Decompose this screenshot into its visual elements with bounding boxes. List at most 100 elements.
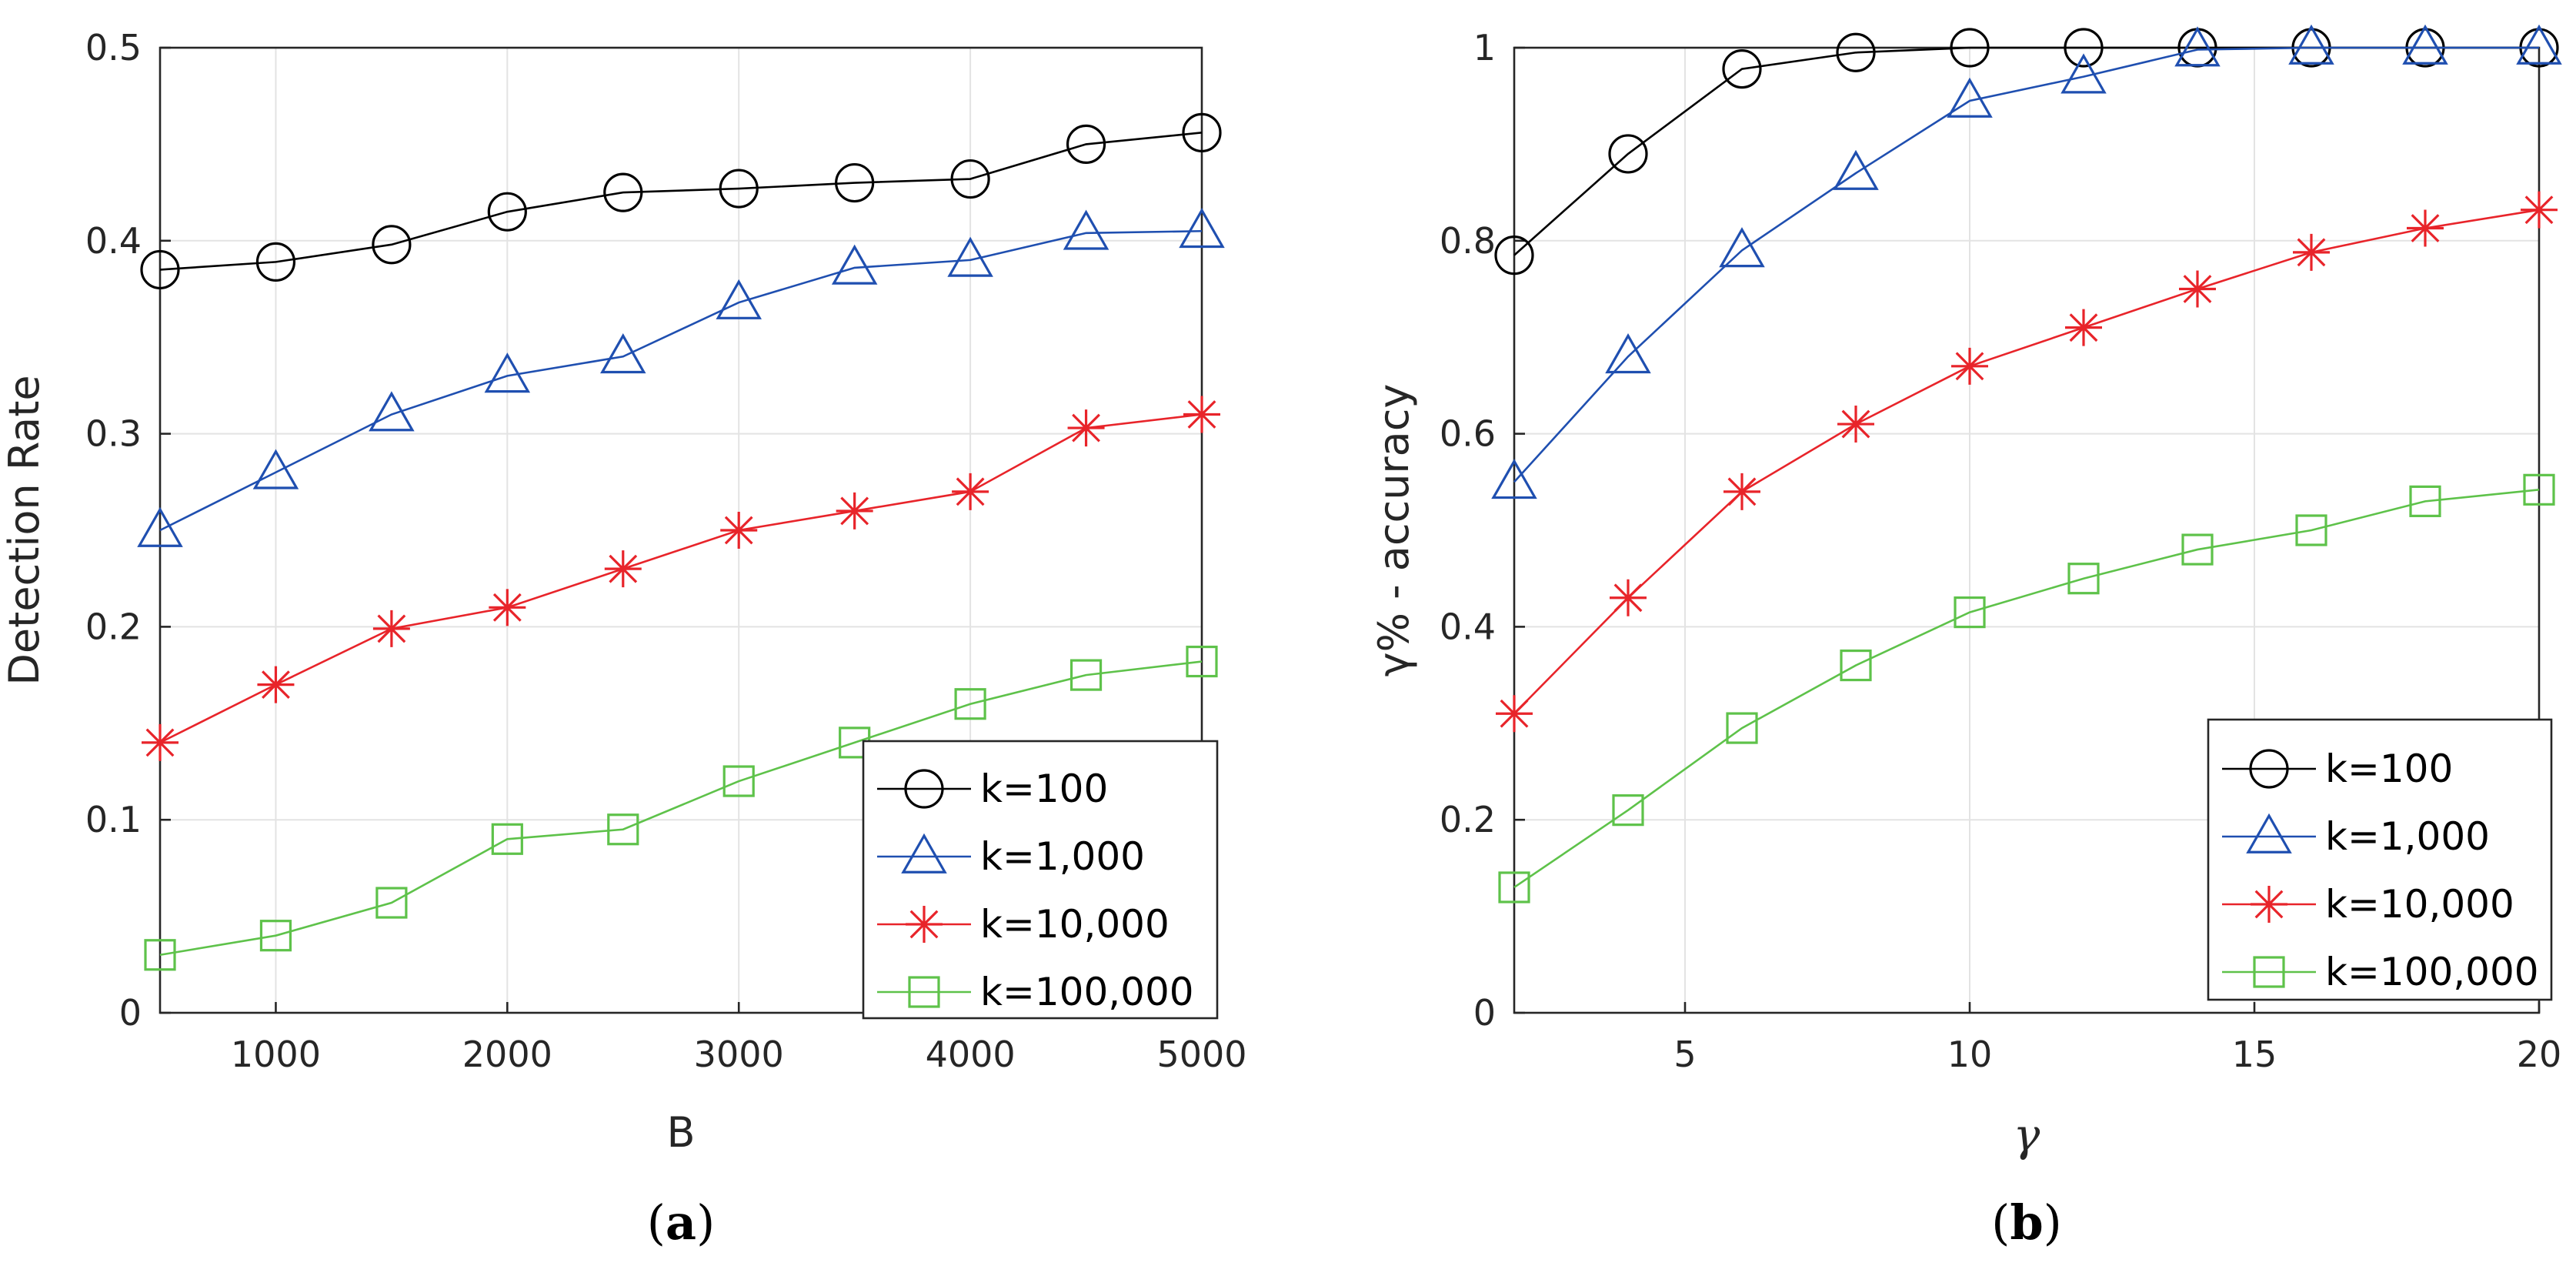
series-k-1-000: [137, 208, 1225, 547]
data-point: [2065, 309, 2102, 346]
legend-item-k-1-000: k=1,000: [877, 833, 1145, 879]
y-axis-label: Detection Rate: [0, 375, 48, 685]
data-point: [950, 159, 990, 199]
data-point: [1179, 208, 1225, 249]
x-tick-label: 15: [2232, 1034, 2277, 1075]
data-point: [2288, 24, 2334, 65]
legend-item-k-1-000: k=1,000: [2222, 813, 2490, 859]
data-point: [1067, 409, 1105, 447]
data-point: [484, 352, 531, 393]
data-point: [2060, 53, 2107, 94]
x-axis-label: γ: [2014, 1109, 2040, 1161]
data-point: [835, 162, 875, 203]
data-point: [1498, 871, 1530, 904]
series-k-10-000: [142, 396, 1220, 761]
data-point: [716, 279, 762, 319]
y-tick-label: 0.4: [85, 220, 142, 262]
data-point: [1183, 396, 1220, 433]
chart-panel-a: 1000 2000 3000 4000 5000 0 0.1 0.2 0.3 0.4 0.5 B Det…: [0, 27, 1247, 1251]
panel-caption: (a): [647, 1194, 716, 1251]
data-point: [144, 939, 176, 971]
data-point: [1612, 794, 1644, 827]
data-point: [369, 391, 415, 432]
series-k-100-000: [1498, 473, 2555, 904]
y-axis-label: γ% - accuracy: [1370, 384, 1418, 677]
data-point: [831, 244, 878, 285]
series-line: [159, 660, 1203, 957]
series-line: [159, 229, 1203, 532]
data-point: [142, 723, 179, 761]
data-point: [719, 169, 759, 209]
series-k-100-000: [144, 645, 1218, 971]
data-point: [1723, 473, 1760, 510]
x-tick-label: 4000: [926, 1034, 1016, 1075]
legend: k=100 k=1,000 k=10,000 k=100,000: [862, 740, 1219, 1020]
series-k-1-000: [1491, 24, 2562, 499]
data-point: [255, 242, 296, 282]
series-k-10-000: [1496, 191, 2558, 733]
legend-label: k=100: [2325, 747, 2453, 791]
series-line: [1513, 209, 2540, 715]
caption-close: ): [696, 1194, 715, 1251]
data-point: [489, 589, 526, 626]
y-tick-label: 0: [119, 992, 142, 1034]
legend-item-k-100-000: k=100,000: [2222, 950, 2539, 994]
legend-label: k=1,000: [980, 834, 1145, 879]
data-point: [1950, 28, 1990, 68]
data-point: [604, 550, 642, 588]
data-point: [947, 236, 993, 277]
caption-open: (: [1991, 1194, 2010, 1251]
data-point: [375, 887, 408, 919]
series-line: [159, 132, 1203, 271]
panel-caption: (b): [1991, 1194, 2062, 1251]
legend-item-k-10-000: k=10,000: [877, 902, 1170, 947]
legend-marker: [2253, 956, 2285, 988]
legend-label: k=1,000: [2325, 814, 2490, 859]
series-k-100: [140, 112, 1222, 290]
x-tick-label: 20: [2517, 1034, 2562, 1075]
data-point: [1726, 712, 1758, 744]
data-point: [1722, 48, 1762, 89]
legend-marker: [2251, 886, 2287, 923]
data-point: [1840, 649, 1872, 682]
data-point: [2407, 209, 2444, 247]
data-point: [1066, 124, 1106, 164]
data-point: [1605, 333, 1651, 374]
data-point: [140, 249, 180, 290]
x-tick-label: 3000: [694, 1034, 784, 1075]
data-point: [137, 506, 183, 547]
x-tick-label: 2000: [462, 1034, 552, 1075]
data-point: [1836, 32, 1876, 72]
data-point: [1069, 659, 1103, 691]
data-point: [2521, 191, 2558, 229]
caption-letter: a: [666, 1194, 696, 1251]
data-point: [1494, 235, 1534, 276]
data-point: [1491, 459, 1537, 499]
data-point: [2064, 28, 2104, 68]
y-tick-label: 0.6: [1440, 413, 1496, 455]
data-point: [491, 823, 523, 855]
legend-label: k=100: [980, 767, 1108, 811]
legend-label: k=100,000: [2325, 950, 2539, 994]
data-point: [2174, 26, 2221, 67]
y-tick-label: 0.4: [1440, 606, 1496, 647]
data-point: [372, 225, 412, 265]
data-point: [720, 512, 758, 549]
legend-marker: [2246, 813, 2292, 853]
legend-item-k-100: k=100: [2222, 747, 2453, 791]
legend-item-k-100: k=100: [877, 767, 1108, 811]
x-tick-label: 1000: [231, 1034, 321, 1075]
y-tick-label: 0.3: [85, 413, 142, 455]
data-point: [1063, 209, 1109, 250]
data-point: [252, 449, 299, 489]
y-tick-label: 0.8: [1440, 220, 1496, 262]
series-line: [1513, 489, 2540, 889]
series-line: [159, 413, 1203, 744]
data-point: [600, 333, 646, 374]
legend-marker: [2249, 749, 2289, 789]
x-axis-label: B: [666, 1108, 695, 1157]
data-point: [1954, 596, 1986, 629]
data-point: [2293, 233, 2330, 271]
data-point: [954, 688, 986, 720]
